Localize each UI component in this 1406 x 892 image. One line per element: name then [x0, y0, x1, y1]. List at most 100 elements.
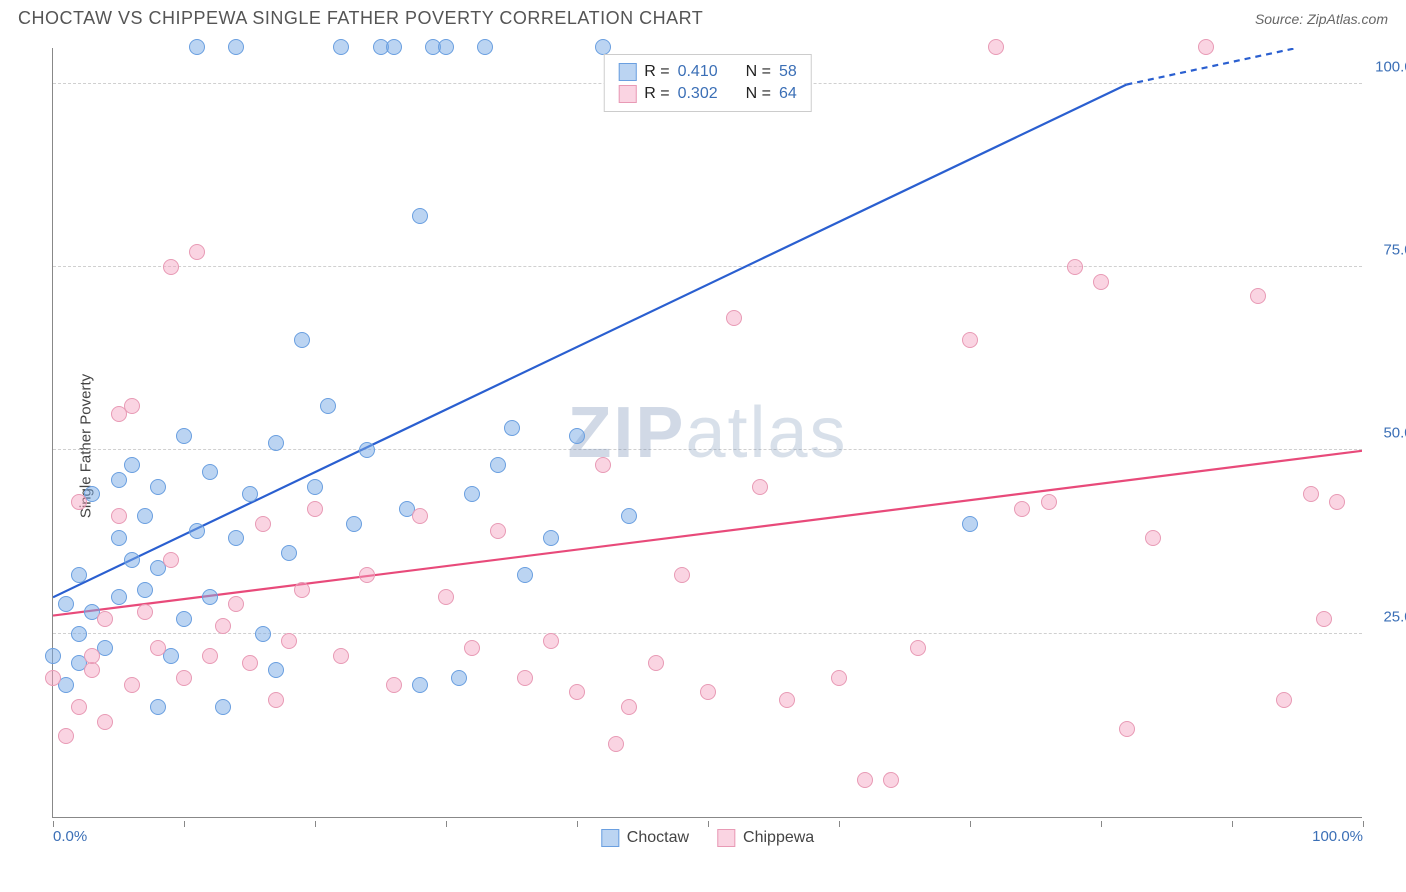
- scatter-point: [451, 670, 467, 686]
- scatter-point: [477, 39, 493, 55]
- legend-swatch: [618, 85, 636, 103]
- scatter-point: [189, 523, 205, 539]
- scatter-point: [438, 589, 454, 605]
- scatter-point: [726, 310, 742, 326]
- scatter-point: [621, 508, 637, 524]
- scatter-point: [359, 442, 375, 458]
- x-tick: [315, 821, 316, 827]
- y-tick-label: 50.0%: [1383, 425, 1406, 442]
- scatter-point: [294, 332, 310, 348]
- scatter-point: [189, 39, 205, 55]
- y-tick-label: 25.0%: [1383, 608, 1406, 625]
- scatter-point: [228, 596, 244, 612]
- x-tick: [1232, 821, 1233, 827]
- scatter-point: [831, 670, 847, 686]
- scatter-point: [962, 516, 978, 532]
- legend-r-value: 0.302: [678, 85, 718, 103]
- x-tick: [708, 821, 709, 827]
- scatter-point: [307, 501, 323, 517]
- scatter-point: [307, 479, 323, 495]
- scatter-point: [71, 699, 87, 715]
- scatter-point: [215, 699, 231, 715]
- scatter-point: [490, 457, 506, 473]
- scatter-point: [1329, 494, 1345, 510]
- scatter-point: [674, 567, 690, 583]
- scatter-point: [189, 244, 205, 260]
- scatter-point: [84, 648, 100, 664]
- scatter-point: [779, 692, 795, 708]
- scatter-point: [1014, 501, 1030, 517]
- legend-item: Chippewa: [717, 829, 814, 847]
- scatter-point: [595, 39, 611, 55]
- scatter-point: [359, 567, 375, 583]
- legend-swatch: [601, 829, 619, 847]
- scatter-point: [150, 479, 166, 495]
- scatter-point: [163, 552, 179, 568]
- scatter-point: [268, 692, 284, 708]
- scatter-point: [700, 684, 716, 700]
- legend-n-value: 58: [779, 63, 797, 81]
- scatter-point: [621, 699, 637, 715]
- scatter-point: [58, 728, 74, 744]
- scatter-point: [517, 670, 533, 686]
- scatter-point: [215, 618, 231, 634]
- x-tick: [184, 821, 185, 827]
- scatter-point: [569, 428, 585, 444]
- scatter-point: [504, 420, 520, 436]
- scatter-point: [150, 699, 166, 715]
- x-tick: [577, 821, 578, 827]
- scatter-point: [1041, 494, 1057, 510]
- scatter-point: [412, 677, 428, 693]
- scatter-point: [517, 567, 533, 583]
- correlation-legend: R =0.410N =58R =0.302N =64: [603, 54, 812, 112]
- legend-r-value: 0.410: [678, 63, 718, 81]
- scatter-point: [111, 530, 127, 546]
- legend-r-label: R =: [644, 85, 669, 103]
- x-tick: [839, 821, 840, 827]
- scatter-point: [438, 39, 454, 55]
- scatter-point: [268, 435, 284, 451]
- legend-row: R =0.302N =64: [618, 83, 797, 105]
- scatter-point: [228, 39, 244, 55]
- legend-label: Chippewa: [743, 829, 814, 847]
- scatter-point: [333, 648, 349, 664]
- scatter-point: [45, 648, 61, 664]
- scatter-point: [71, 626, 87, 642]
- x-tick-label: 100.0%: [1312, 828, 1363, 845]
- scatter-point: [176, 611, 192, 627]
- scatter-point: [202, 464, 218, 480]
- scatter-point: [648, 655, 664, 671]
- scatter-point: [97, 611, 113, 627]
- scatter-point: [255, 516, 271, 532]
- scatter-point: [242, 655, 258, 671]
- x-tick-label: 0.0%: [53, 828, 87, 845]
- scatter-point: [176, 428, 192, 444]
- legend-n-label: N =: [746, 85, 771, 103]
- scatter-point: [111, 508, 127, 524]
- scatter-point: [608, 736, 624, 752]
- scatter-point: [1067, 259, 1083, 275]
- scatter-point: [228, 530, 244, 546]
- scatter-point: [1303, 486, 1319, 502]
- scatter-point: [255, 626, 271, 642]
- y-tick-label: 75.0%: [1383, 242, 1406, 259]
- legend-row: R =0.410N =58: [618, 61, 797, 83]
- scatter-point: [569, 684, 585, 700]
- scatter-point: [111, 472, 127, 488]
- legend-n-label: N =: [746, 63, 771, 81]
- scatter-point: [1119, 721, 1135, 737]
- scatter-point: [150, 640, 166, 656]
- x-tick: [446, 821, 447, 827]
- scatter-point: [1198, 39, 1214, 55]
- scatter-point: [412, 508, 428, 524]
- legend-swatch: [717, 829, 735, 847]
- scatter-point: [988, 39, 1004, 55]
- scatter-point: [268, 662, 284, 678]
- scatter-point: [202, 589, 218, 605]
- scatter-point: [857, 772, 873, 788]
- scatter-point: [124, 398, 140, 414]
- scatter-point: [386, 677, 402, 693]
- legend-label: Choctaw: [627, 829, 689, 847]
- scatter-point: [97, 714, 113, 730]
- series-legend: Choctaw Chippewa: [601, 829, 814, 847]
